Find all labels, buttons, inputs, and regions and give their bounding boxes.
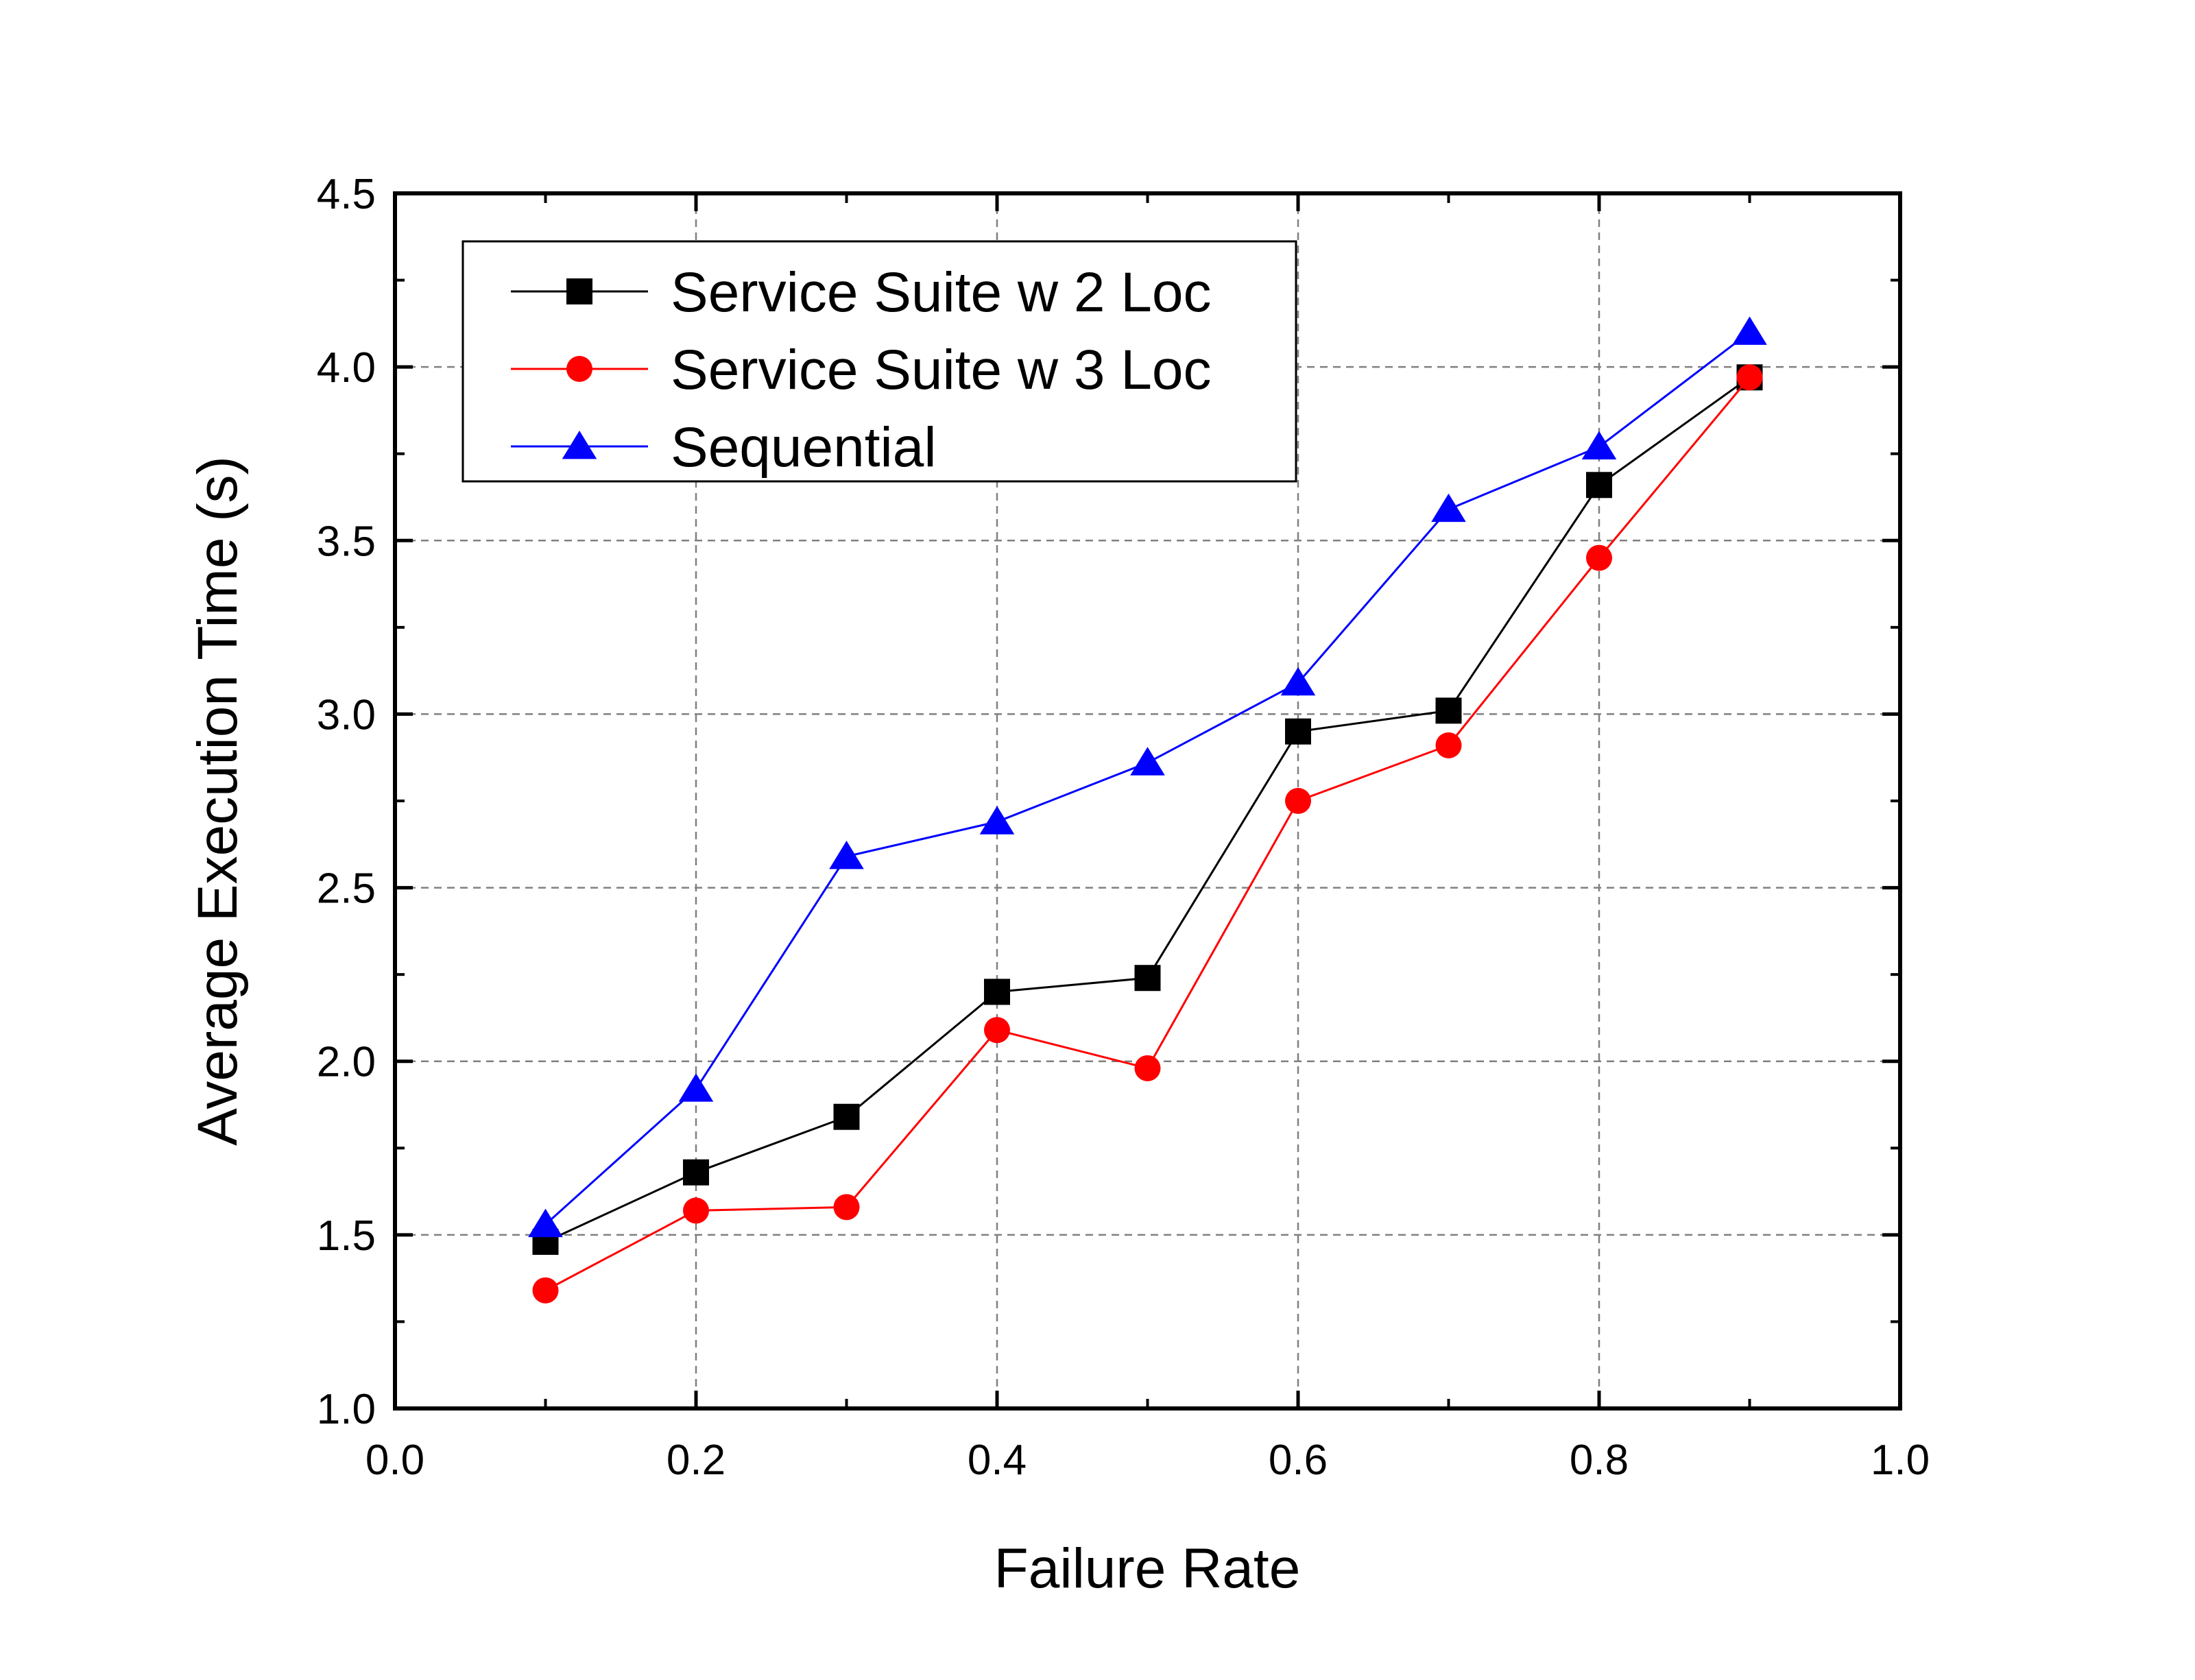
series-3 bbox=[528, 316, 1767, 1238]
y-tick-label: 1.5 bbox=[317, 1212, 376, 1260]
data-point bbox=[1285, 788, 1311, 814]
data-point bbox=[1586, 544, 1612, 571]
data-point bbox=[1285, 718, 1311, 745]
data-point bbox=[833, 1103, 860, 1130]
legend-entry-3: Sequential bbox=[511, 416, 937, 479]
data-point bbox=[1130, 747, 1165, 776]
data-point bbox=[984, 979, 1010, 1005]
data-point bbox=[979, 806, 1015, 835]
data-point bbox=[833, 1194, 860, 1221]
y-tick-label: 2.5 bbox=[317, 865, 376, 913]
series-layer bbox=[528, 316, 1767, 1304]
data-point bbox=[532, 1277, 559, 1304]
data-point bbox=[1435, 697, 1462, 724]
y-axis-title: Average Execution Time (s) bbox=[187, 456, 249, 1146]
data-point bbox=[1435, 732, 1462, 758]
x-tick-label: 0.8 bbox=[1570, 1437, 1629, 1484]
y-tick-label: 4.5 bbox=[317, 171, 376, 218]
legend-label: Service Suite w 3 Loc bbox=[671, 339, 1212, 401]
series-line bbox=[544, 376, 1751, 1292]
legend-label: Service Suite w 2 Loc bbox=[671, 261, 1212, 324]
x-tick-label: 0.6 bbox=[1269, 1437, 1328, 1484]
data-point bbox=[1586, 472, 1612, 499]
data-point bbox=[829, 841, 864, 869]
y-tick-label: 3.5 bbox=[317, 518, 376, 565]
x-tick-label: 0.4 bbox=[968, 1437, 1027, 1484]
data-point bbox=[1134, 965, 1161, 992]
data-point bbox=[683, 1197, 709, 1224]
legend-marker bbox=[566, 356, 592, 382]
data-point bbox=[1736, 364, 1763, 391]
legend-label: Sequential bbox=[671, 416, 937, 479]
y-tick-label: 2.0 bbox=[317, 1039, 376, 1086]
axes: 0.0 0.2 0.4 0.6 0.8 1.0 1.0 1.5 2.0 2.5 3.0 3.5 4.0 4… bbox=[317, 171, 1930, 1484]
data-point bbox=[1581, 431, 1617, 459]
legend-marker bbox=[566, 278, 592, 304]
x-axis-title: Failure Rate bbox=[994, 1537, 1301, 1600]
data-point bbox=[528, 1208, 563, 1238]
y-tick-label: 4.0 bbox=[317, 344, 376, 392]
data-point bbox=[1134, 1055, 1161, 1081]
series-line bbox=[544, 376, 1751, 1243]
data-point bbox=[678, 1073, 714, 1102]
data-point bbox=[1280, 667, 1316, 696]
y-tick-label: 3.0 bbox=[317, 691, 376, 739]
x-tick-label: 1.0 bbox=[1871, 1437, 1930, 1484]
series-1 bbox=[532, 364, 1763, 1255]
data-point bbox=[1732, 316, 1767, 345]
legend-entry-2: Service Suite w 3 Loc bbox=[511, 339, 1212, 401]
legend-entry-1: Service Suite w 2 Loc bbox=[511, 261, 1212, 324]
series-2 bbox=[532, 364, 1763, 1304]
x-tick-label: 0.0 bbox=[365, 1437, 424, 1484]
legend-marker bbox=[562, 431, 597, 459]
data-point bbox=[984, 1017, 1010, 1044]
legend: Service Suite w 2 Loc Service Suite w 3 L… bbox=[461, 240, 1297, 483]
data-point bbox=[683, 1159, 709, 1186]
legend-box bbox=[461, 240, 1297, 483]
x-tick-label: 0.2 bbox=[667, 1437, 725, 1484]
y-tick-label: 1.0 bbox=[317, 1386, 376, 1433]
data-point bbox=[1431, 493, 1466, 523]
